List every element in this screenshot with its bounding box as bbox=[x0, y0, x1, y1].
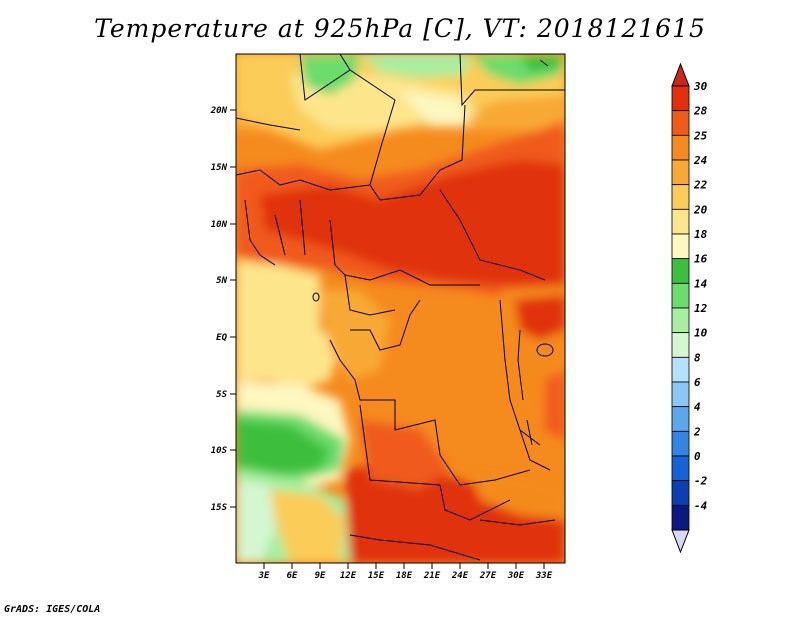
colorbar-label: 6 bbox=[694, 376, 701, 389]
lon-axis: 3E 6E 9E 12E 15E 18E 21E 24E 27E 30E 33E bbox=[258, 563, 553, 581]
country-borders bbox=[236, 54, 565, 561]
colorbar-label: 20 bbox=[693, 203, 708, 216]
colorbar-swatch bbox=[671, 455, 690, 482]
colorbar-label: 24 bbox=[693, 154, 708, 167]
lon-tick: 27E bbox=[479, 563, 497, 581]
svg-text:3E: 3E bbox=[258, 571, 270, 581]
colorbar-label: 8 bbox=[694, 351, 701, 364]
colorbar-label: 10 bbox=[694, 327, 708, 340]
lat-tick: EQ bbox=[216, 333, 236, 343]
svg-text:33E: 33E bbox=[535, 571, 553, 581]
colorbar-label: 12 bbox=[694, 302, 708, 315]
colorbar-swatch bbox=[671, 233, 690, 260]
colorbar-label: 14 bbox=[694, 277, 708, 290]
svg-text:6E: 6E bbox=[287, 571, 298, 581]
colorbar-swatch bbox=[671, 258, 690, 284]
colorbar-label: 0 bbox=[694, 450, 701, 463]
colorbar-top-arrow bbox=[671, 62, 690, 87]
colorbar-label: 18 bbox=[694, 228, 708, 241]
map-frame bbox=[235, 53, 566, 564]
colorbar-swatch bbox=[671, 159, 690, 186]
svg-text:15S: 15S bbox=[211, 503, 228, 513]
colorbar-label: 22 bbox=[693, 179, 708, 192]
lon-tick: 33E bbox=[535, 563, 553, 581]
lat-tick: 15N bbox=[211, 163, 236, 173]
grads-credit: GrADS: IGES/COLA bbox=[4, 604, 101, 615]
colorbar-label: -2 bbox=[694, 475, 708, 488]
colorbar-swatch bbox=[671, 85, 690, 112]
lon-tick: 9E bbox=[315, 563, 326, 581]
lon-tick: 6E bbox=[287, 563, 298, 581]
lon-tick: 3E bbox=[258, 563, 270, 581]
map-title: Temperature at 925hPa [C], VT: 201812161… bbox=[94, 14, 706, 43]
svg-text:12E: 12E bbox=[340, 571, 357, 581]
lon-tick: 18E bbox=[396, 563, 413, 581]
svg-text:20N: 20N bbox=[210, 106, 228, 116]
lon-tick: 15E bbox=[368, 563, 385, 581]
lat-tick: 10N bbox=[211, 220, 236, 230]
svg-text:27E: 27E bbox=[479, 571, 497, 581]
svg-text:15E: 15E bbox=[368, 571, 385, 581]
lat-axis: 20N 15N 10N 5N EQ 5S 10S 15S bbox=[210, 106, 236, 513]
svg-text:30E: 30E bbox=[507, 571, 525, 581]
svg-text:10S: 10S bbox=[211, 446, 228, 456]
lat-tick: 5S bbox=[216, 390, 236, 400]
lat-tick: 15S bbox=[211, 503, 236, 513]
svg-text:EQ: EQ bbox=[216, 333, 227, 343]
svg-text:15N: 15N bbox=[211, 163, 228, 173]
svg-text:5S: 5S bbox=[216, 390, 227, 400]
colorbar-swatch bbox=[671, 110, 690, 136]
colorbar-label: 2 bbox=[693, 425, 701, 438]
colorbar-label: 16 bbox=[694, 253, 708, 266]
colorbar-swatch bbox=[671, 480, 690, 506]
lon-tick: 30E bbox=[507, 563, 525, 581]
colorbar-label: 30 bbox=[693, 80, 708, 93]
lat-tick: 5N bbox=[216, 276, 236, 286]
svg-text:10N: 10N bbox=[211, 220, 228, 230]
colorbar-bottom-arrow bbox=[671, 529, 690, 554]
colorbar-swatch bbox=[671, 381, 690, 408]
colorbar-swatch bbox=[671, 430, 690, 457]
lat-tick: 10S bbox=[211, 446, 236, 456]
lat-tick: 20N bbox=[210, 106, 236, 116]
svg-text:24E: 24E bbox=[451, 571, 469, 581]
temperature-field bbox=[236, 54, 565, 563]
svg-text:9E: 9E bbox=[315, 571, 326, 581]
lon-tick: 24E bbox=[451, 563, 469, 581]
svg-text:21E: 21E bbox=[423, 571, 441, 581]
colorbar-swatch bbox=[671, 332, 690, 358]
colorbar-swatch bbox=[671, 282, 690, 309]
colorbar-label: 28 bbox=[693, 105, 708, 118]
colorbar-swatch bbox=[671, 356, 690, 383]
lon-tick: 21E bbox=[423, 563, 441, 581]
svg-text:18E: 18E bbox=[396, 571, 413, 581]
colorbar-swatch bbox=[671, 184, 690, 210]
colorbar-label: 25 bbox=[693, 129, 708, 142]
colorbar-swatch bbox=[671, 208, 690, 235]
colorbar-swatch bbox=[671, 307, 690, 334]
colorbar-label: -4 bbox=[694, 499, 708, 512]
colorbar-swatch bbox=[671, 406, 690, 432]
colorbar-swatch bbox=[671, 504, 690, 531]
colorbar-label: 4 bbox=[694, 401, 701, 414]
svg-text:5N: 5N bbox=[216, 276, 227, 286]
lon-tick: 12E bbox=[340, 563, 357, 581]
colorbar-swatch bbox=[671, 134, 690, 161]
